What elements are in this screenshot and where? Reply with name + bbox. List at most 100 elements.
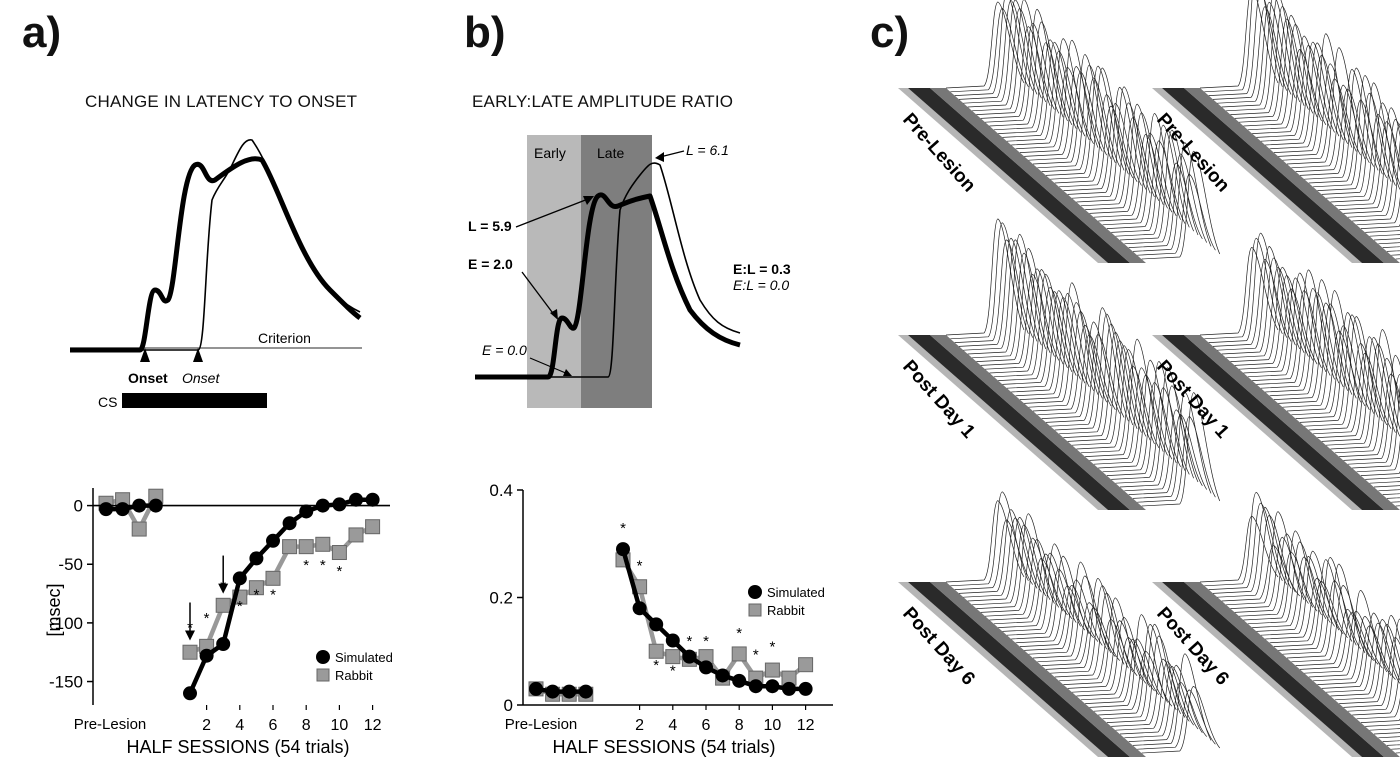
simulated-pre-line <box>535 686 586 694</box>
legend-rabbit-marker <box>316 668 330 682</box>
legend-rabbit-label: Rabbit <box>335 668 373 683</box>
raster-trace <box>1226 0 1305 112</box>
raster-trace <box>950 8 1029 93</box>
raster-baseline-band <box>898 335 1108 510</box>
raster-plot: Post Day 1 <box>1152 232 1400 510</box>
raster-trace <box>1046 578 1125 670</box>
raster-trace <box>1124 409 1203 492</box>
y-tick-label: -150 <box>49 673 83 692</box>
rabbit-point <box>265 570 281 586</box>
raster-trace <box>1076 349 1155 450</box>
raster-trace <box>1339 373 1400 457</box>
raster-trace <box>972 252 1051 359</box>
significance-star: * <box>270 586 276 603</box>
raster-cs-band <box>1162 88 1384 263</box>
raster-trace <box>1330 102 1400 203</box>
raster-trace <box>1041 607 1120 666</box>
x-tick-label: 10 <box>331 717 349 734</box>
raster-trace <box>1063 331 1142 438</box>
raster-trace <box>1199 0 1279 89</box>
simulated-point <box>616 542 630 557</box>
raster-cs-band <box>1162 335 1384 510</box>
raster-trace <box>1093 374 1173 465</box>
panel-b-letter: b) <box>464 8 506 57</box>
raster-trace <box>1141 150 1221 260</box>
simulated-point <box>665 633 680 648</box>
rabbit-point <box>648 643 664 659</box>
raster-trace <box>1032 54 1112 165</box>
raster-trace <box>1072 617 1151 693</box>
raster-trace <box>1252 556 1331 628</box>
arrow-down-icon <box>185 630 195 641</box>
simulated-point <box>748 679 763 694</box>
arrow-E-2-0 <box>521 271 556 317</box>
rabbit-point <box>282 539 298 555</box>
raster-trace <box>1308 342 1388 431</box>
simulated-point <box>266 533 280 548</box>
simulated-point <box>99 502 113 517</box>
raster-trace <box>1356 697 1400 720</box>
raster-baseline-band <box>898 582 1108 757</box>
significance-star: * <box>769 638 775 655</box>
rabbit-point <box>315 536 331 552</box>
raster-trace <box>1080 117 1160 207</box>
raster-trace <box>1300 314 1379 423</box>
raster-trace <box>1002 291 1081 385</box>
raster-trace <box>1037 334 1116 416</box>
raster-late-band <box>1184 335 1400 510</box>
raster-trace <box>1019 282 1099 400</box>
x-tick-label-prelesion: Pre-Lesion <box>74 716 147 733</box>
rabbit-point <box>348 527 364 543</box>
y-tick-label: 0 <box>74 497 83 516</box>
arrowhead-L-6-1-icon <box>655 152 664 162</box>
raster-plot: Pre-Lesion <box>898 0 1221 263</box>
raster-late-band <box>930 88 1146 263</box>
label-EL-0-3: E:L = 0.3 <box>733 261 791 277</box>
simulated-point <box>732 673 747 688</box>
raster-trace <box>980 537 1060 613</box>
simulated-point <box>578 684 593 699</box>
raster-trace <box>993 553 1073 625</box>
x-tick-label: 8 <box>302 717 311 734</box>
panel-b-title: EARLY:LATE AMPLITUDE RATIO <box>472 92 734 111</box>
arrowhead-E-2-0-icon <box>550 309 558 320</box>
x-tick-label: 4 <box>235 717 244 734</box>
raster-trace <box>976 26 1055 115</box>
raster-trace <box>1059 105 1138 188</box>
raster-trace <box>1111 124 1190 233</box>
raster-trace <box>1356 440 1400 473</box>
raster-trace <box>1011 297 1090 393</box>
raster-trace <box>1265 42 1344 146</box>
cs-bar <box>122 393 267 408</box>
raster-trace <box>1273 559 1353 647</box>
simulated-point <box>798 681 813 696</box>
raster-trace <box>1050 307 1129 427</box>
raster-trace <box>1243 23 1322 127</box>
raster-trace <box>1343 354 1400 461</box>
raster-trace <box>976 513 1055 609</box>
y-tick-label: 0.4 <box>489 481 513 500</box>
ratio-chart: HALF SESSIONS (54 trials) 0 0.2 0.4 Pre-Les… <box>489 481 833 757</box>
legend-rabbit-marker <box>748 603 762 617</box>
raster-trace <box>1373 732 1400 735</box>
raster-trace <box>1006 568 1086 636</box>
raster-trace <box>1137 689 1216 750</box>
label-E-0-0: E = 0.0 <box>482 342 527 358</box>
onset-bold-label: Onset <box>128 370 168 386</box>
simulated-point <box>529 681 543 696</box>
raster-trace <box>1002 543 1081 632</box>
rabbit-point <box>331 545 347 561</box>
raster-trace <box>1321 336 1400 442</box>
raster-trace <box>1330 619 1400 697</box>
raster-trace <box>972 524 1051 606</box>
x-tick-label: 6 <box>702 717 711 734</box>
raster-baseline-band <box>1152 335 1362 510</box>
onset-italic-label: Onset <box>182 370 220 386</box>
significance-star: * <box>336 563 342 580</box>
onset-arrow-bold-icon <box>140 348 150 362</box>
raster-cs-band <box>908 335 1130 510</box>
x-tick-label: 12 <box>797 717 815 734</box>
raster-trace <box>963 0 1042 104</box>
simulated-point <box>199 648 214 663</box>
raster-late-band <box>1184 582 1400 757</box>
